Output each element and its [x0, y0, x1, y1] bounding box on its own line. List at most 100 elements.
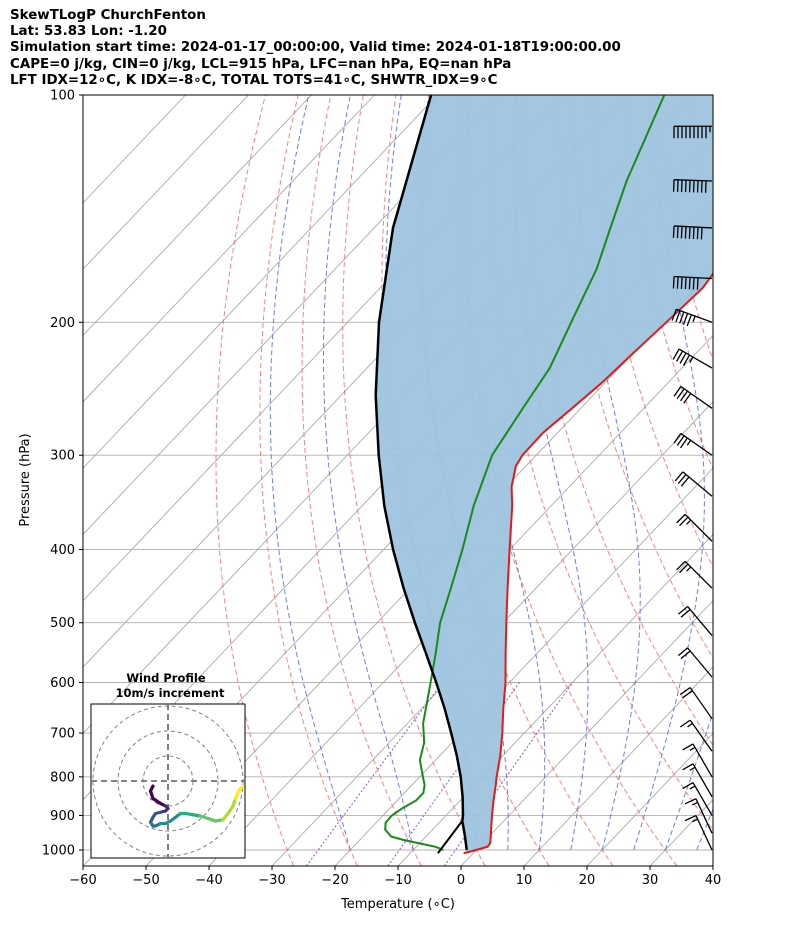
barb-flag [680, 650, 691, 660]
dry-adiabat [215, 95, 294, 866]
barb-flag [680, 226, 683, 239]
hodograph-subtitle: 10m/s increment [116, 686, 225, 700]
hodograph-title: Wind Profile [126, 671, 206, 685]
barb-half-flag [686, 439, 692, 446]
barb-flag [675, 310, 681, 323]
barb-flag [676, 388, 685, 400]
barb-half-flag [689, 766, 696, 771]
barb-flag [700, 227, 703, 240]
dry-adiabat [755, 95, 794, 866]
barb-flag [679, 352, 687, 364]
isotherm [83, 95, 438, 469]
barb-flag [684, 226, 687, 239]
lifted-indices: LFT IDX=12∘C, K IDX=-8∘C, TOTAL TOTS=41∘… [10, 72, 498, 88]
barb-flag [682, 313, 689, 325]
x-tick-label: −50 [132, 873, 159, 888]
x-tick-label: 0 [457, 873, 465, 888]
y-tick-label: 200 [50, 316, 75, 331]
barb-half-flag [692, 315, 696, 322]
y-tick-label: 1000 [42, 844, 75, 859]
barb-staff [682, 471, 713, 497]
x-tick-label: 30 [642, 873, 659, 888]
barb-flag [673, 386, 682, 397]
barb-flag [686, 314, 692, 327]
wind-barb [680, 719, 713, 752]
barb-flag [692, 277, 695, 290]
x-tick-label: −10 [384, 873, 411, 888]
y-tick-label: 700 [50, 727, 75, 742]
wind-barb [672, 348, 713, 369]
wind-barb [677, 605, 713, 637]
barb-staff [676, 308, 713, 323]
y-tick-label: 400 [50, 543, 75, 558]
wind-barb [672, 179, 713, 193]
barb-staff [674, 275, 713, 280]
barb-staff [674, 179, 713, 182]
moist-adiabat [664, 711, 713, 851]
barb-flag [676, 276, 679, 289]
barb-flag [674, 471, 684, 482]
isotherm [712, 865, 713, 866]
moist-adiabat [573, 95, 641, 851]
barb-flag [676, 435, 685, 446]
y-tick-label: 300 [50, 449, 75, 464]
barb-staff [680, 432, 713, 456]
isotherm [83, 95, 375, 403]
dry-adiabat [787, 95, 794, 866]
temperature-line [463, 272, 713, 855]
barb-flag [676, 513, 686, 524]
barb-flag [692, 226, 695, 240]
isotherm [460, 600, 713, 866]
barb-flag [677, 473, 687, 485]
isotherm [83, 95, 501, 536]
wind-barb [672, 275, 713, 290]
wind-barb [684, 798, 713, 834]
y-tick-label: 900 [50, 809, 75, 824]
barb-flag [680, 276, 683, 289]
simulation-time: Simulation start time: 2024-01-17_00:00:… [10, 40, 621, 56]
isotherm [83, 95, 249, 270]
barb-staff [684, 513, 713, 542]
x-tick-label: 10 [516, 873, 533, 888]
dry-adiabat [722, 95, 794, 866]
barb-half-flag [686, 566, 692, 572]
moist-adiabat [323, 95, 414, 851]
y-axis-label: Pressure (hPa) [18, 433, 33, 526]
hodograph-plot [91, 704, 245, 858]
barb-staff [680, 385, 713, 409]
parcel-surface-segment [437, 820, 464, 854]
barb-flag [682, 690, 693, 699]
dewpoint-line [384, 95, 666, 851]
barb-staff [695, 798, 713, 834]
barb-flag [679, 516, 689, 527]
moist-adiabat [464, 95, 546, 851]
barb-flag [688, 226, 691, 239]
barb-flag [680, 609, 691, 618]
barb-flag [683, 393, 692, 404]
wind-barb [682, 743, 713, 778]
barb-flag [675, 350, 684, 362]
y-tick-label: 100 [50, 89, 75, 104]
barb-half-flag [686, 519, 692, 525]
isotherm [271, 401, 713, 866]
barb-half-flag [689, 746, 696, 751]
barb-half-flag [691, 801, 698, 806]
barb-staff [689, 719, 713, 752]
barb-flag [682, 354, 691, 366]
wind-barb [672, 225, 713, 240]
barb-half-flag [691, 818, 698, 823]
barb-flag [680, 476, 690, 487]
stability-indices: CAPE=0 j/kg, CIN=0 j/kg, LCL=915 hPa, LF… [10, 56, 512, 72]
y-tick-label: 800 [50, 770, 75, 785]
wind-barb [682, 781, 713, 816]
wind-barb [676, 513, 713, 542]
isotherm [208, 334, 713, 866]
x-tick-label: 20 [579, 873, 596, 888]
isotherm [83, 95, 312, 337]
barb-flag [671, 309, 677, 321]
y-tick-label: 600 [50, 676, 75, 691]
wind-barb [674, 471, 713, 497]
wind-barb [673, 385, 713, 409]
barb-flag [684, 277, 687, 290]
